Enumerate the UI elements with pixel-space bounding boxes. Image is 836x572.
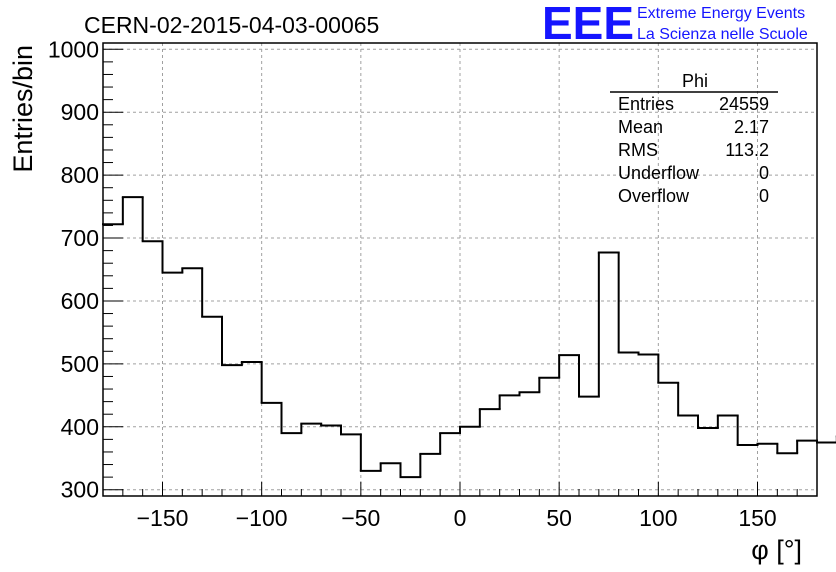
y-tick-label: 500 — [61, 351, 99, 377]
logo-mark: EEE — [542, 0, 634, 49]
stats-label-mean: Mean — [618, 117, 663, 137]
eee-logo: EEE Extreme Energy Events La Scienza nel… — [542, 0, 808, 49]
axis-ticks — [102, 48, 818, 496]
stats-label-overflow: Overflow — [618, 186, 690, 206]
stats-label-entries: Entries — [618, 94, 674, 114]
x-axis-label: φ [°] — [751, 535, 802, 565]
stats-label-rms: RMS — [618, 140, 658, 160]
stats-value-overflow: 0 — [759, 186, 769, 206]
stats-value-underflow: 0 — [759, 163, 769, 183]
stats-title: Phi — [682, 71, 708, 91]
stats-box: Phi Entries 24559 Mean 2.17 RMS 113.2 Un… — [610, 71, 778, 206]
y-tick-label: 300 — [61, 477, 99, 503]
x-tick-label: −100 — [236, 505, 288, 531]
x-tick-label: −150 — [137, 505, 189, 531]
y-tick-label: 800 — [61, 162, 99, 188]
y-tick-label: 900 — [61, 99, 99, 125]
y-axis-label: Entries/bin — [8, 45, 38, 173]
x-tick-label: 150 — [738, 505, 776, 531]
x-tick-label: 0 — [454, 505, 467, 531]
y-tick-label: 400 — [61, 414, 99, 440]
plot-frame — [102, 42, 818, 497]
x-tick-label: −50 — [341, 505, 380, 531]
stats-row: Entries 24559 — [618, 94, 769, 114]
stats-row: Mean 2.17 — [618, 117, 769, 137]
y-tick-label: 1000 — [48, 36, 99, 62]
y-tick-label: 700 — [61, 225, 99, 251]
stats-row: Underflow 0 — [618, 163, 769, 183]
stats-value-mean: 2.17 — [734, 117, 769, 137]
histogram-bins — [102, 196, 836, 479]
chart-title: CERN-02-2015-04-03-00065 — [84, 12, 379, 38]
x-tick-label: 100 — [639, 505, 677, 531]
stats-value-rms: 113.2 — [725, 140, 769, 160]
logo-line-1: Extreme Energy Events — [637, 5, 805, 22]
axis-tick-labels: −150 −100 −50 0 50 100 150 300 400 500 600 700 800 90… — [48, 36, 777, 531]
y-tick-label: 600 — [61, 288, 99, 314]
stats-value-entries: 24559 — [719, 94, 769, 114]
stats-row: RMS 113.2 — [618, 140, 769, 160]
x-tick-label: 50 — [546, 505, 572, 531]
stats-row: Overflow 0 — [618, 186, 769, 206]
logo-line-2: La Scienza nelle Scuole — [637, 26, 808, 43]
stats-label-underflow: Underflow — [618, 163, 700, 183]
